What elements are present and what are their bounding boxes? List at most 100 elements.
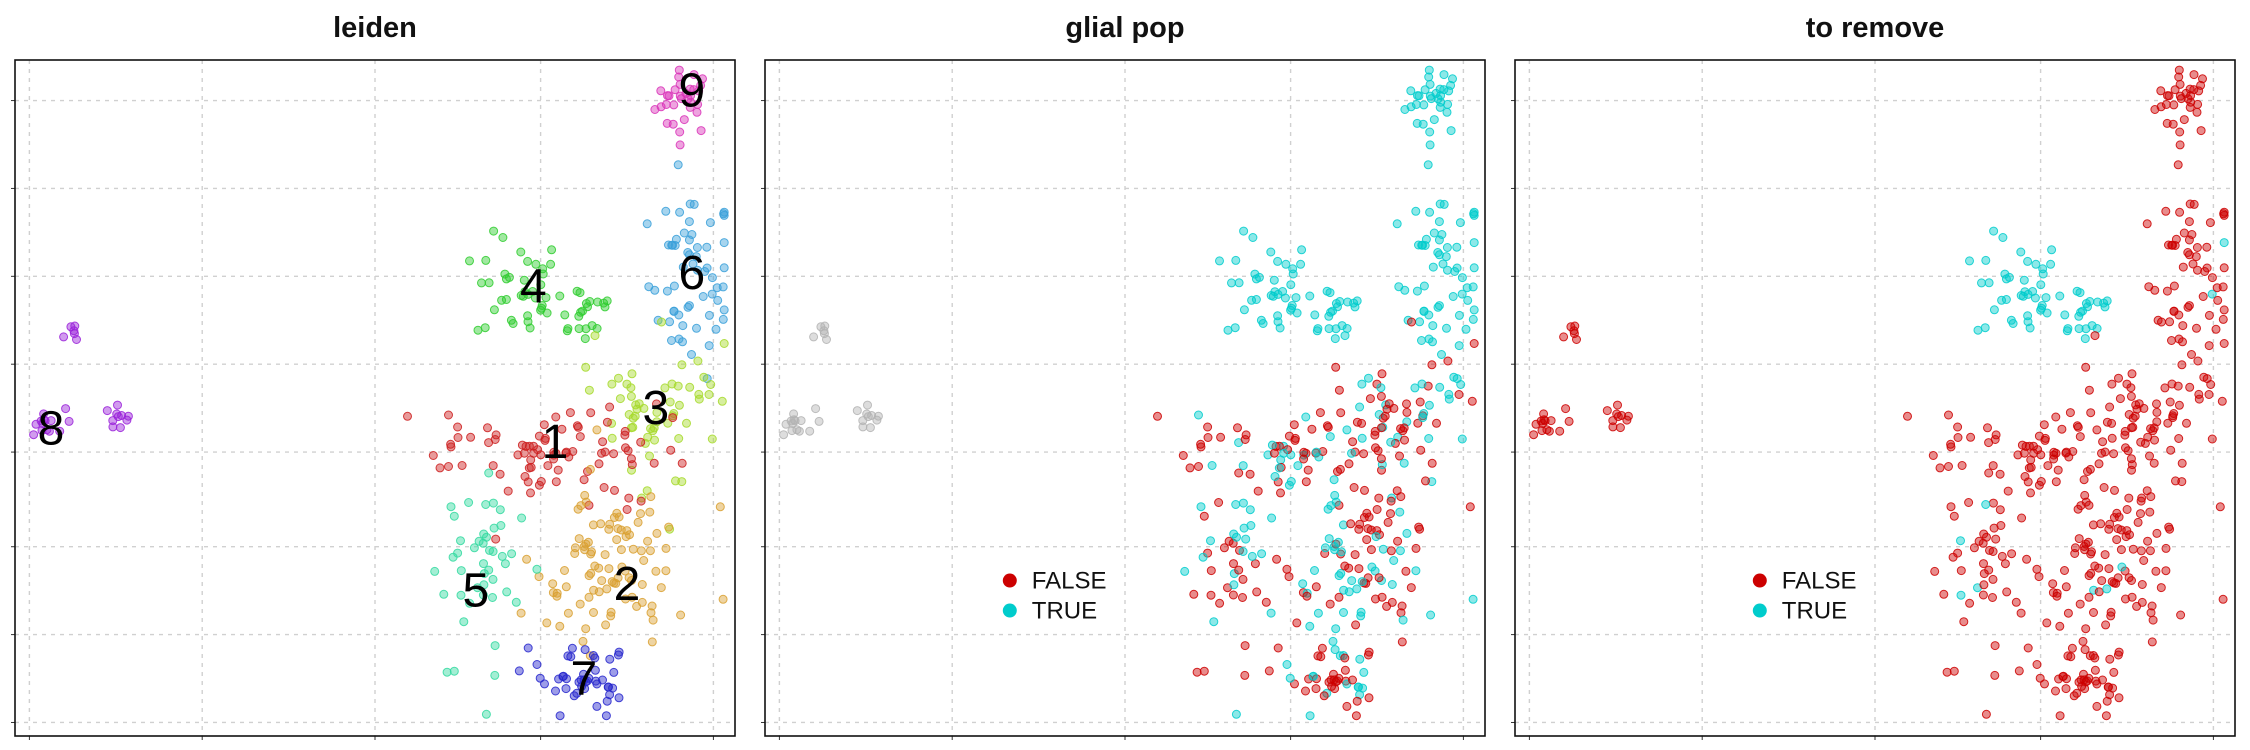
- data-point: [1432, 418, 1441, 428]
- data-point: [558, 671, 568, 681]
- data-point: [449, 511, 459, 521]
- data-point: [474, 536, 484, 546]
- data-point: [1452, 263, 1462, 273]
- data-point: [648, 426, 658, 436]
- data-point: [674, 65, 684, 75]
- data-point: [719, 210, 729, 220]
- data-point: [1305, 291, 1315, 301]
- data-point: [2126, 383, 2136, 393]
- data-point: [573, 504, 583, 514]
- data-point: [1538, 419, 1548, 428]
- data-point: [675, 127, 685, 137]
- data-point: [656, 102, 666, 112]
- data-point: [1229, 580, 1239, 590]
- data-point: [1287, 301, 1297, 310]
- legend-marker-false: [1752, 573, 1767, 588]
- data-point: [645, 546, 655, 556]
- data-point: [1284, 572, 1294, 582]
- data-point: [2202, 263, 2212, 273]
- data-point: [2099, 483, 2109, 492]
- data-point: [2204, 341, 2214, 351]
- data-point: [677, 360, 687, 370]
- data-point: [678, 337, 687, 347]
- data-point: [1457, 434, 1467, 444]
- data-point: [536, 305, 546, 315]
- data-point: [1354, 524, 1364, 534]
- data-point: [688, 259, 698, 269]
- data-point: [1467, 396, 1477, 406]
- data-point: [1357, 433, 1367, 443]
- data-point: [2075, 599, 2085, 609]
- data-point: [2205, 218, 2215, 228]
- data-point: [1274, 441, 1284, 451]
- data-point: [123, 411, 133, 421]
- data-point: [2121, 532, 2131, 542]
- data-point: [819, 329, 829, 339]
- cluster-label-3: 3: [642, 382, 669, 435]
- data-point: [2219, 263, 2229, 273]
- data-point: [1469, 263, 1479, 273]
- data-point: [1370, 426, 1380, 436]
- data-point: [2184, 217, 2194, 227]
- data-point: [2163, 91, 2172, 101]
- data-point: [1331, 624, 1341, 634]
- data-point: [1352, 584, 1362, 594]
- data-point: [590, 653, 600, 663]
- data-point: [64, 416, 74, 426]
- data-point: [44, 426, 54, 436]
- data-point: [668, 413, 678, 423]
- data-point: [1448, 74, 1457, 84]
- data-point: [1395, 507, 1405, 517]
- data-point: [691, 252, 701, 262]
- data-point: [551, 686, 560, 696]
- data-point: [667, 336, 676, 345]
- data-point: [1351, 711, 1361, 721]
- data-point: [2039, 420, 2049, 430]
- data-point: [781, 419, 791, 429]
- data-point: [604, 564, 614, 574]
- data-point: [1989, 523, 1999, 533]
- data-point: [555, 711, 565, 721]
- data-point: [650, 435, 659, 445]
- data-point: [665, 317, 675, 327]
- data-point: [1414, 240, 1423, 250]
- data-point: [1297, 245, 1307, 255]
- data-point: [1325, 432, 1335, 442]
- data-point: [523, 311, 533, 321]
- data-point: [1238, 498, 1248, 508]
- data-point: [694, 86, 704, 96]
- data-point: [1329, 475, 1339, 485]
- data-point: [1462, 283, 1472, 293]
- data-point: [616, 545, 626, 555]
- data-point: [1366, 545, 1376, 555]
- data-point: [2024, 441, 2034, 451]
- data-point: [645, 507, 655, 517]
- data-point: [590, 331, 600, 341]
- data-point: [2094, 587, 2104, 597]
- data-point: [600, 302, 610, 312]
- data-point: [630, 411, 640, 421]
- data-point: [2074, 534, 2084, 544]
- data-point: [1939, 589, 1949, 599]
- data-point: [1227, 278, 1236, 288]
- data-point: [488, 574, 498, 584]
- data-point: [1252, 587, 1262, 597]
- data-point: [1944, 462, 1953, 471]
- data-point: [779, 430, 789, 440]
- data-point: [1457, 289, 1467, 299]
- data-point: [1969, 543, 1979, 553]
- data-point: [457, 461, 467, 470]
- data-point: [665, 397, 675, 407]
- data-point: [1406, 102, 1416, 112]
- data-point: [718, 314, 728, 324]
- data-point: [2165, 317, 2175, 327]
- data-point: [69, 329, 79, 339]
- data-point: [2161, 206, 2171, 216]
- data-point: [1371, 443, 1380, 453]
- data-point: [1423, 160, 1433, 170]
- data-point: [1308, 671, 1318, 681]
- data-point: [1238, 593, 1247, 602]
- data-point: [661, 206, 671, 216]
- data-point: [667, 379, 677, 389]
- data-point: [1336, 568, 1346, 578]
